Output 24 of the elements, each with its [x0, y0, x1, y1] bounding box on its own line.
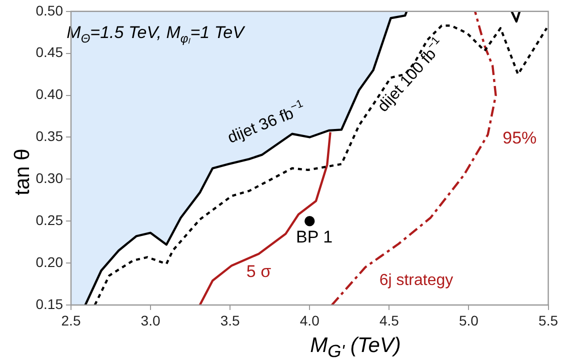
annotation: dijet 100 fb−1	[374, 34, 442, 116]
y-tick-label: 0.30	[36, 170, 64, 186]
annotation: 5 σ	[246, 262, 272, 281]
y-tick-label: 0.50	[36, 2, 64, 18]
x-tick-label: 3.0	[140, 312, 160, 328]
annotation: 6j strategy	[379, 272, 454, 290]
y-axis-title: tan θ	[11, 148, 35, 198]
annotation: 95%	[502, 128, 537, 148]
x-tick-label: 5.0	[458, 312, 479, 328]
x-tick-label: 4.0	[300, 312, 320, 328]
x-axis-title: M$_{G'}$ (TeV)	[309, 334, 402, 362]
y-tick-label: 0.40	[36, 86, 64, 102]
x-tick-label: 3.5	[220, 312, 240, 328]
x-tick-label: 4.5	[379, 312, 400, 328]
annotation: dijet 36 fb−1	[225, 98, 305, 147]
annotation: BP 1	[296, 228, 333, 247]
y-tick-label: 0.35	[36, 128, 64, 144]
y-tick-label: 0.25	[36, 212, 64, 228]
y-tick-label: 0.45	[36, 44, 64, 60]
x-tick-label: 5.5	[538, 312, 558, 328]
y-tick-label: 0.20	[36, 254, 64, 270]
x-tick-label: 2.5	[61, 312, 81, 328]
y-tick-label: 0.15	[36, 296, 64, 312]
line-series	[330, 11, 497, 305]
